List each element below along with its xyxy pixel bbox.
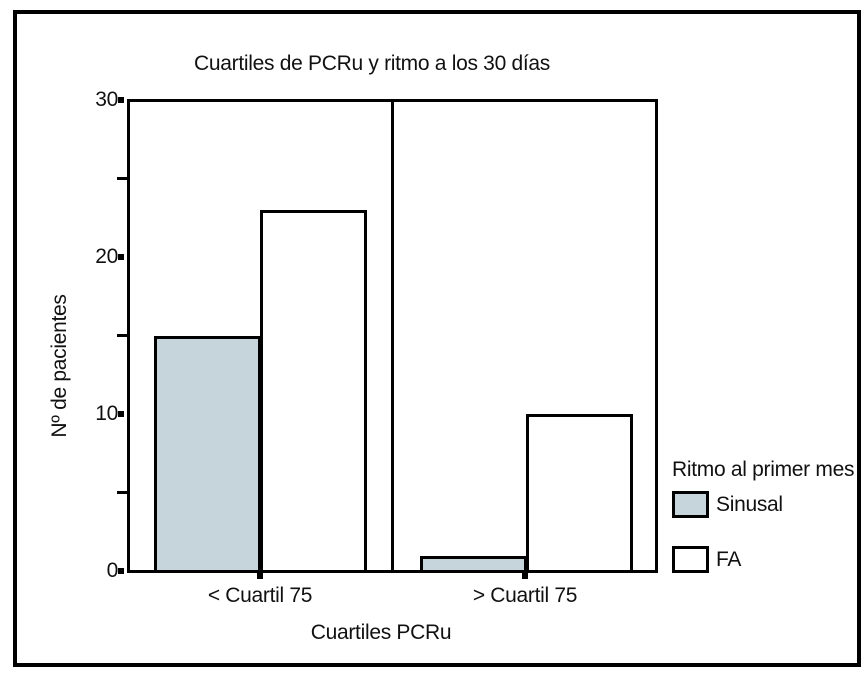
- y-major-tick-30: [118, 97, 124, 103]
- y-axis-title: Nº de pacientes: [48, 294, 71, 438]
- y-tick-label-10: 10: [95, 402, 118, 425]
- y-minor-tick-25: [117, 177, 127, 180]
- category-label-gt-cuartil75: > Cuartil 75: [472, 584, 578, 607]
- y-tick-label-30: 30: [95, 88, 118, 111]
- bar-sinusal-lt-cuartil75: [154, 336, 261, 573]
- legend-title: Ritmo al primer mes: [672, 458, 855, 481]
- x-tick-lt-cuartil75: [257, 573, 263, 579]
- panel-divider-line: [391, 99, 394, 573]
- y-major-tick-20: [118, 254, 124, 260]
- category-label-lt-cuartil75: < Cuartil 75: [207, 584, 313, 607]
- legend-label-sinusal: Sinusal: [716, 493, 783, 516]
- y-major-tick-10: [118, 411, 124, 417]
- bar-sinusal-gt-cuartil75: [420, 556, 527, 573]
- y-major-tick-0: [118, 568, 124, 574]
- chart-title: Cuartiles de PCRu y ritmo a los 30 días: [194, 52, 550, 75]
- figure-border: [13, 10, 861, 667]
- x-tick-gt-cuartil75: [522, 573, 528, 579]
- legend-swatch-fa: [672, 546, 709, 573]
- legend-swatch-sinusal: [672, 491, 709, 518]
- bar-fa-gt-cuartil75: [526, 414, 633, 573]
- x-axis-title: Cuartiles PCRu: [310, 621, 452, 644]
- legend-label-fa: FA: [716, 548, 742, 571]
- y-minor-tick-15: [117, 334, 127, 337]
- y-tick-label-20: 20: [95, 245, 118, 268]
- y-minor-tick-5: [117, 491, 127, 494]
- y-tick-label-0: 0: [106, 559, 119, 582]
- bar-fa-lt-cuartil75: [260, 210, 367, 573]
